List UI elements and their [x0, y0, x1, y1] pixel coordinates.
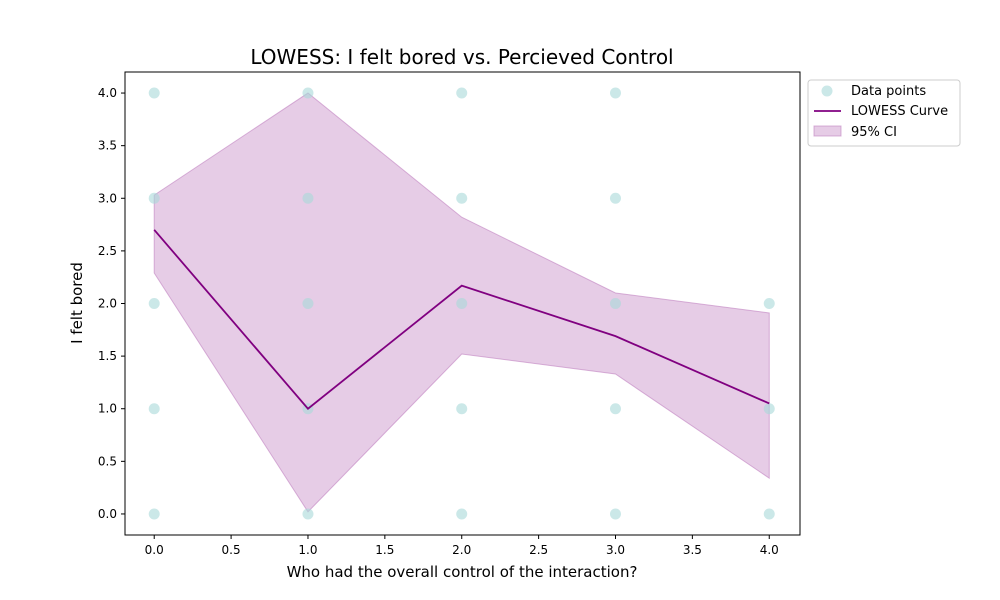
x-tick-label-3: 1.5: [375, 543, 394, 557]
y-tick-label-7: 3.5: [98, 139, 117, 153]
x-tick-label-0: 0.0: [145, 543, 164, 557]
data-point-18: [609, 403, 621, 415]
legend-label-data-points: Data points: [851, 84, 926, 99]
x-axis-label: Who had the overall control of the inter…: [287, 563, 638, 581]
chart-title: LOWESS: I felt bored vs. Percieved Contr…: [250, 45, 673, 69]
data-point-1: [148, 192, 160, 204]
axes: 0.0 0.5 1.0 1.5 2.0 2.5 3.0 3.5 4.0 0.0 0.5 1.0 1.5 2…: [98, 71, 801, 557]
y-tick-label-8: 4.0: [98, 86, 117, 100]
y-tick-label-6: 3.0: [98, 191, 117, 205]
legend-marker-ci: [813, 125, 842, 137]
data-point-22: [763, 508, 775, 520]
data-point-12: [456, 298, 468, 309]
data-point-0: [148, 87, 160, 99]
x-tick-label-1: 0.5: [222, 543, 241, 557]
x-tick-label-2: 1.0: [298, 543, 317, 557]
y-axis-label: I felt bored: [68, 262, 86, 344]
y-tick-label-1: 0.5: [98, 454, 117, 468]
data-point-2: [148, 298, 160, 309]
legend-label-ci: 95% CI: [851, 125, 897, 140]
data-point-17: [609, 298, 621, 309]
legend-box: [807, 79, 961, 147]
x-tick-label-5: 2.5: [529, 543, 548, 557]
data-point-20: [763, 298, 775, 309]
x-tick-label-6: 3.0: [606, 543, 625, 557]
legend-marker-data-points: [821, 85, 833, 97]
data-point-3: [148, 403, 160, 415]
data-point-14: [456, 508, 468, 520]
data-point-15: [609, 87, 621, 99]
data-point-13: [456, 403, 468, 415]
y-tick-label-2: 1.0: [98, 402, 117, 416]
legend: Data points LOWESS Curve 95% CI: [807, 79, 961, 147]
data-point-5: [302, 87, 314, 99]
data-point-4: [148, 508, 160, 520]
lowess-line: [153, 229, 770, 410]
x-tick-label-8: 4.0: [760, 543, 779, 557]
y-tick-label-0: 0.0: [98, 507, 117, 521]
data-point-21: [763, 403, 775, 415]
data-point-19: [609, 508, 621, 520]
x-tick-label-4: 2.0: [452, 543, 471, 557]
y-tick-label-5: 2.5: [98, 244, 117, 258]
y-tick-label-3: 1.5: [98, 349, 117, 363]
plot-area: [148, 87, 775, 520]
data-point-11: [456, 192, 468, 204]
data-point-7: [302, 298, 314, 309]
data-point-10: [456, 87, 468, 99]
legend-label-lowess-curve: LOWESS Curve: [851, 104, 948, 119]
data-point-16: [609, 192, 621, 204]
data-point-9: [302, 508, 314, 520]
data-point-6: [302, 192, 314, 204]
x-tick-label-7: 3.5: [683, 543, 702, 557]
y-tick-label-4: 2.0: [98, 297, 117, 311]
